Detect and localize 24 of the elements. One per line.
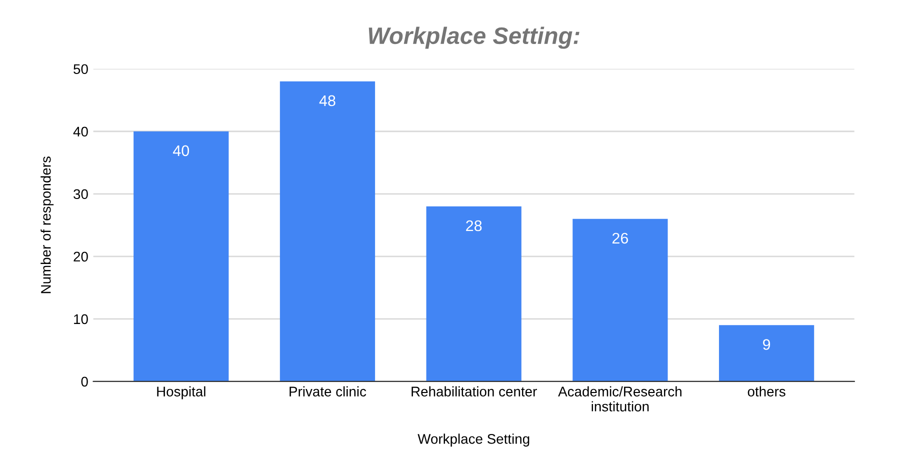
x-tick-label: Rehabilitation center xyxy=(412,386,537,396)
bar xyxy=(718,325,814,382)
y-tick-label: 10 xyxy=(74,314,88,324)
x-axis-title: Workplace Setting xyxy=(418,434,530,447)
y-tick-label: 20 xyxy=(74,252,88,262)
x-tick-label: Private clinic xyxy=(290,386,366,396)
y-tick-label: 50 xyxy=(74,64,88,74)
bar xyxy=(134,131,229,382)
y-axis-title: Number of responders xyxy=(40,156,54,294)
x-tick-label: others xyxy=(748,386,786,396)
data-label: 28 xyxy=(466,220,482,232)
bar xyxy=(572,218,668,382)
x-tick-label: Hospital xyxy=(157,386,206,400)
x-tick-label: Academic/Research institution xyxy=(558,386,682,412)
y-tick-label: 0 xyxy=(81,376,88,387)
y-tick-label: 40 xyxy=(73,126,88,137)
data-label: 48 xyxy=(319,95,336,106)
bar xyxy=(280,81,376,382)
data-label: 9 xyxy=(763,339,770,350)
data-label: 26 xyxy=(612,232,628,244)
data-label: 40 xyxy=(172,145,190,156)
y-tick-label: 30 xyxy=(74,189,88,200)
chart-title: Workplace Setting: xyxy=(368,26,580,49)
bar xyxy=(426,206,522,382)
